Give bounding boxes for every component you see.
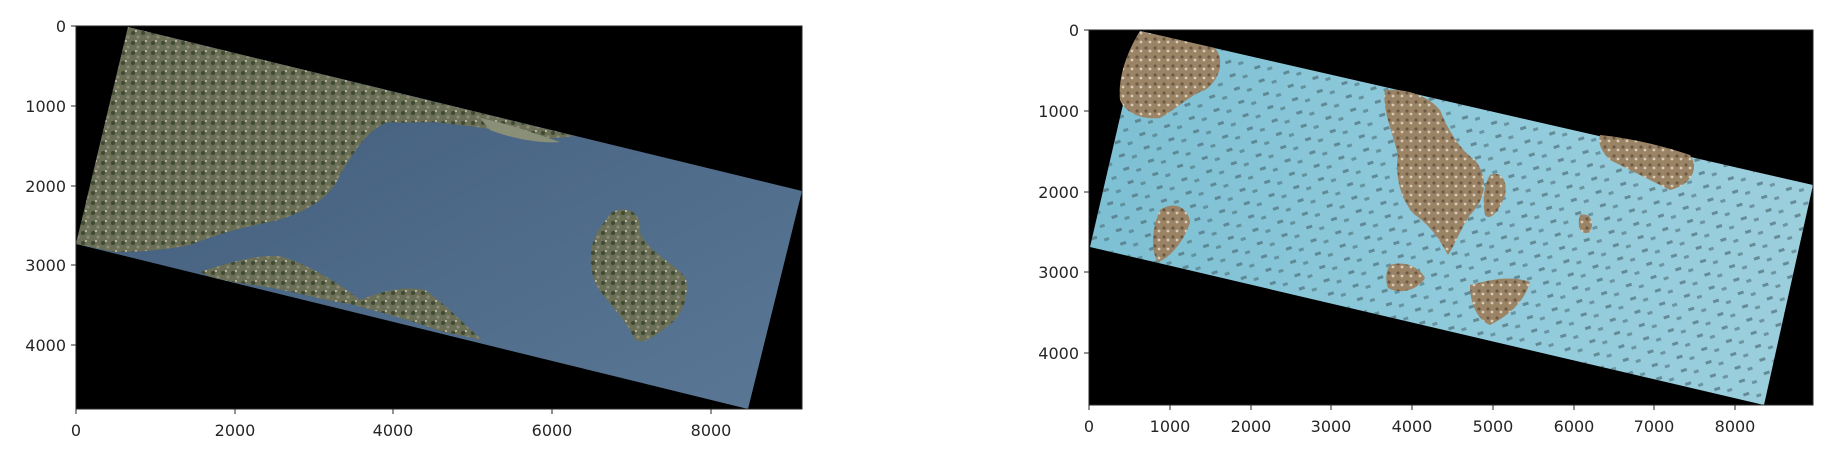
left-x-tick-label: 0	[71, 421, 81, 440]
right-satellite-image	[1090, 31, 1813, 405]
left-x-tick-label: 2000	[215, 421, 256, 440]
right-x-tick-label: 6000	[1554, 417, 1595, 436]
right-axes-frame	[1088, 29, 1814, 406]
left-axes-frame	[75, 25, 803, 410]
right-x-tick-label: 5000	[1473, 417, 1514, 436]
left-y-ticks: 0 1000 2000 3000 4000	[25, 17, 76, 355]
left-x-tick-label: 4000	[373, 421, 414, 440]
left-y-tick-label: 0	[56, 17, 66, 36]
right-y-ticks: 0 1000 2000 3000 4000	[1038, 21, 1089, 363]
left-y-tick-label: 4000	[25, 336, 66, 355]
right-x-tick-label: 7000	[1634, 417, 1675, 436]
right-y-tick-label: 0	[1069, 21, 1079, 40]
left-x-tick-label: 6000	[532, 421, 573, 440]
left-y-tick-label: 3000	[25, 256, 66, 275]
left-y-tick-label: 2000	[25, 177, 66, 196]
right-y-tick-label: 1000	[1038, 102, 1079, 121]
left-x-tick-label: 8000	[691, 421, 732, 440]
left-x-ticks: 0 2000 4000 6000 8000	[71, 409, 731, 440]
right-y-tick-label: 2000	[1038, 183, 1079, 202]
right-x-tick-label: 2000	[1231, 417, 1272, 436]
right-x-tick-label: 0	[1084, 417, 1094, 436]
right-x-tick-label: 8000	[1715, 417, 1756, 436]
left-y-tick-label: 1000	[25, 97, 66, 116]
right-panel: 0 1000 2000 3000 4000 0 1000 2000 3000 4…	[1038, 21, 1814, 436]
right-y-tick-label: 3000	[1038, 263, 1079, 282]
right-x-ticks: 0 1000 2000 3000 4000 5000 6000 7000 800…	[1084, 405, 1755, 436]
left-panel: 0 1000 2000 3000 4000 0 2000 4000 6000 8…	[25, 17, 803, 440]
right-x-tick-label: 1000	[1150, 417, 1191, 436]
left-satellite-image	[76, 27, 802, 409]
right-x-tick-label: 4000	[1392, 417, 1433, 436]
right-x-tick-label: 3000	[1311, 417, 1352, 436]
right-y-tick-label: 4000	[1038, 344, 1079, 363]
